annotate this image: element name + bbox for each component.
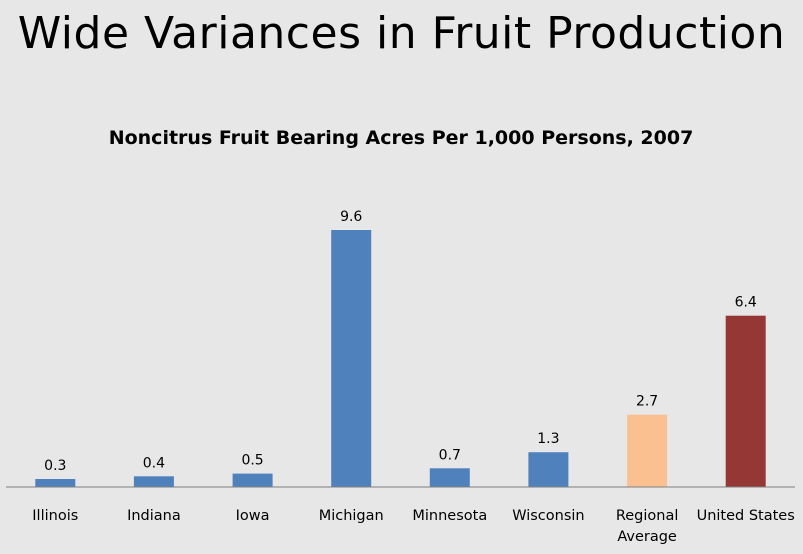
category-label: Minnesota <box>412 508 487 524</box>
category-label: Wisconsin <box>512 508 584 524</box>
bar <box>133 476 174 487</box>
data-label: 0.4 <box>143 455 165 471</box>
data-label: 6.4 <box>735 295 757 311</box>
category-label: Indiana <box>127 508 181 524</box>
bar <box>627 414 668 487</box>
bar <box>528 452 569 487</box>
data-label: 1.3 <box>537 431 559 447</box>
data-label: 0.5 <box>241 453 263 469</box>
category-label: Iowa <box>236 508 270 524</box>
slide-title: Wide Variances in Fruit Production <box>17 8 786 59</box>
bar <box>331 230 372 487</box>
bar <box>725 315 766 487</box>
category-label: Illinois <box>32 508 78 524</box>
data-label: 0.7 <box>439 447 461 463</box>
bar <box>429 468 470 487</box>
data-label: 9.6 <box>340 209 362 225</box>
category-label: United States <box>697 508 795 524</box>
category-label: Regional <box>616 508 679 524</box>
data-label: 0.3 <box>44 458 66 474</box>
bar <box>35 479 76 487</box>
category-label: Michigan <box>319 508 384 524</box>
bar <box>232 473 273 487</box>
data-label: 2.7 <box>636 394 658 410</box>
category-label: Average <box>617 529 677 545</box>
chart-title: Noncitrus Fruit Bearing Acres Per 1,000 … <box>109 127 694 149</box>
